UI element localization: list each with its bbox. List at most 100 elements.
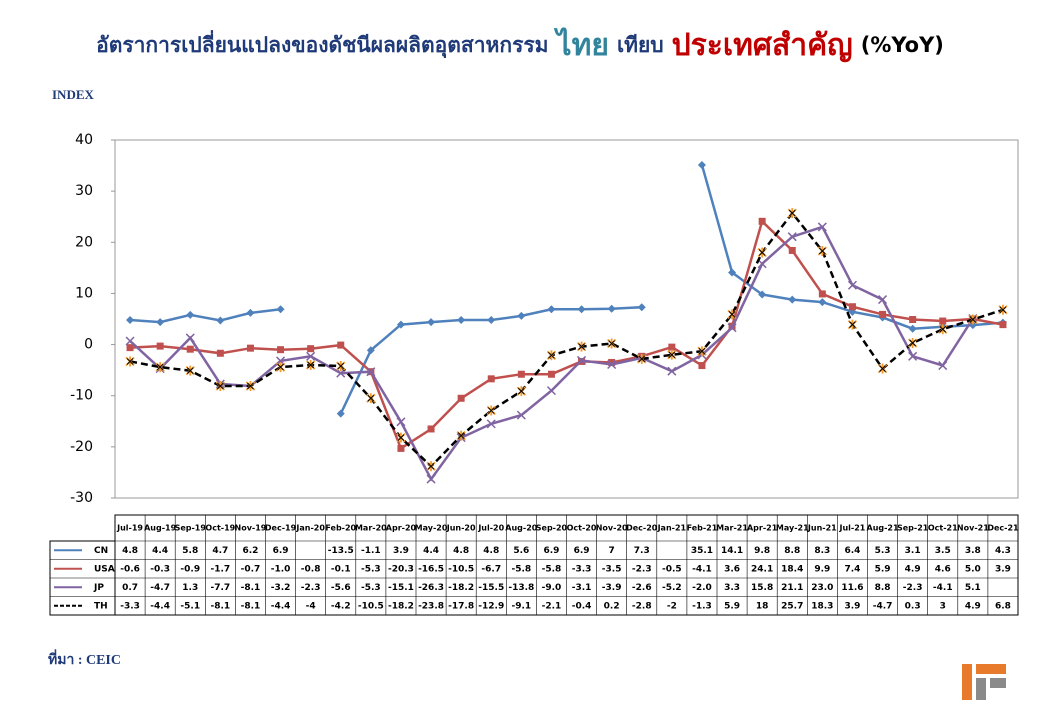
- marker-shape: [668, 343, 676, 351]
- table-value: 14.1: [721, 546, 743, 556]
- x-tick-label: Sep-21: [897, 524, 929, 533]
- table-value: -15.1: [388, 583, 414, 593]
- data-point: [607, 304, 616, 313]
- table-value: 5.3: [875, 546, 891, 556]
- table-value: 23.0: [811, 583, 833, 593]
- data-point: [576, 341, 587, 352]
- table-value: -4.2: [331, 601, 351, 611]
- data-point: [125, 356, 135, 367]
- table-value: -3.3: [572, 564, 592, 574]
- x-tick-label: Aug-21: [867, 524, 900, 533]
- marker-shape: [156, 342, 164, 350]
- marker-shape: [637, 303, 646, 312]
- table-value: 7: [609, 546, 615, 556]
- data-point: [697, 346, 707, 357]
- data-point: [787, 208, 797, 219]
- marker-shape: [847, 280, 857, 290]
- legend-entry: CN: [54, 546, 108, 556]
- table-value: 3.6: [724, 564, 740, 574]
- marker-shape: [487, 375, 495, 383]
- marker-shape: [126, 358, 134, 365]
- data-point: [998, 304, 1008, 315]
- table-value: 6.2: [242, 546, 258, 556]
- marker-shape: [698, 347, 706, 355]
- data-point: [277, 346, 285, 354]
- x-tick-label: Aug-19: [144, 524, 177, 533]
- x-tick-label: Jul-21: [839, 524, 866, 533]
- data-point: [397, 444, 405, 452]
- y-tick-label: -20: [70, 439, 93, 455]
- x-tick-label: Apr-20: [386, 524, 417, 533]
- x-tick-label: Dec-19: [265, 524, 297, 533]
- data-point: [366, 367, 376, 377]
- table-value: -2.1: [542, 601, 562, 611]
- data-point: [457, 394, 465, 402]
- table-value: -9.0: [542, 583, 562, 593]
- table-value: -3.9: [602, 583, 622, 593]
- table-value: 25.7: [781, 601, 803, 611]
- table-value: 4.3: [995, 546, 1011, 556]
- data-point: [758, 290, 767, 299]
- table-value: 11.6: [841, 583, 863, 593]
- table-value: 3.9: [393, 546, 409, 556]
- table-value: 24.1: [751, 564, 773, 574]
- table-value: -5.2: [662, 583, 682, 593]
- y-tick-label: 30: [75, 183, 93, 199]
- marker-shape: [185, 333, 195, 343]
- data-point: [877, 363, 888, 374]
- table-value: 7.4: [844, 564, 860, 574]
- table-value: 0.3: [905, 601, 921, 611]
- marker-shape: [397, 444, 405, 452]
- data-point: [185, 365, 195, 376]
- marker-shape: [578, 343, 585, 350]
- table-value: -15.5: [478, 583, 504, 593]
- marker-shape: [728, 268, 737, 277]
- table-value: 6.9: [273, 546, 289, 556]
- data-point: [939, 317, 947, 325]
- marker-shape: [758, 249, 766, 256]
- marker-shape: [667, 366, 677, 376]
- table-value: 9.8: [754, 546, 770, 556]
- marker-shape: [817, 222, 827, 232]
- marker-shape: [125, 336, 135, 346]
- legend-label: TH: [94, 601, 108, 611]
- data-point: [487, 316, 496, 325]
- marker-shape: [426, 474, 436, 484]
- table-value: -5.3: [361, 583, 381, 593]
- x-tick-label: Oct-20: [567, 524, 597, 533]
- marker-shape: [396, 417, 406, 427]
- marker-shape: [337, 341, 345, 349]
- legend-label: USA: [94, 564, 115, 574]
- marker-shape: [879, 365, 886, 372]
- data-point: [276, 305, 285, 314]
- marker-shape: [307, 361, 315, 369]
- table-value: 4.8: [483, 546, 499, 556]
- marker-shape: [246, 308, 255, 317]
- table-value: -4.7: [873, 601, 893, 611]
- table-value: -2.8: [632, 601, 652, 611]
- marker-shape: [758, 217, 766, 225]
- title-part: อัตราการเปลี่ยนแปลงของดัชนีผลผลิตอุตสาหก…: [96, 29, 548, 59]
- data-point: [818, 290, 826, 298]
- table-value: -3.3: [120, 601, 140, 611]
- table-value: -0.1: [331, 564, 351, 574]
- marker-shape: [939, 317, 947, 325]
- marker-shape: [457, 432, 465, 439]
- marker-shape: [788, 295, 797, 304]
- table-value: -8.1: [241, 583, 261, 593]
- marker-shape: [607, 359, 617, 370]
- marker-shape: [336, 409, 345, 418]
- marker-shape: [547, 305, 556, 314]
- table-value: -17.8: [448, 601, 474, 611]
- table-value: 5.0: [965, 564, 981, 574]
- y-tick-label: 40: [75, 132, 93, 148]
- table-value: -18.2: [448, 583, 474, 593]
- table-value: -5.3: [361, 564, 381, 574]
- data-point: [879, 310, 887, 318]
- data-point: [938, 324, 948, 335]
- marker-shape: [697, 161, 706, 170]
- data-point: [547, 305, 556, 314]
- data-point: [637, 353, 647, 364]
- marker-shape: [366, 346, 375, 355]
